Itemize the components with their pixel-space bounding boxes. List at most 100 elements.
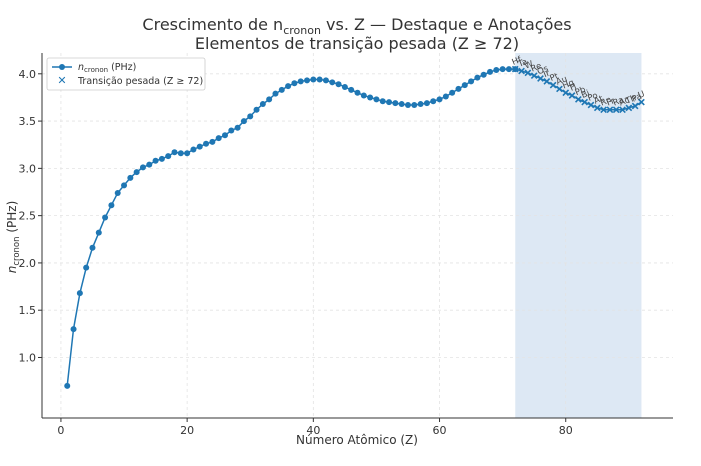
data-point (215, 135, 222, 142)
data-point (404, 102, 411, 109)
heavy-point (600, 106, 607, 114)
y-tick-label: 3.0 (19, 162, 37, 175)
heavy-point (556, 85, 563, 93)
data-point (348, 86, 355, 93)
data-point (146, 161, 153, 168)
legend-dot-swatch (59, 64, 65, 70)
heavy-point (537, 75, 544, 82)
data-point (285, 83, 292, 90)
heavy-point (562, 89, 570, 97)
legend-box (46, 57, 206, 91)
chart-title: Crescimento de ncronon vs. Z — Destaque … (142, 15, 571, 37)
data-point (474, 74, 481, 81)
element-label: U (637, 89, 647, 101)
data-point (341, 84, 348, 91)
x-axis-title: Número Atômico (Z) (296, 433, 418, 447)
element-label: Pa (631, 92, 644, 105)
data-point (480, 71, 487, 78)
data-point (417, 101, 424, 108)
data-point (95, 229, 102, 236)
data-point (89, 244, 96, 251)
data-point (190, 146, 197, 153)
data-point (203, 140, 210, 147)
element-label: Th (623, 93, 637, 107)
x-tick-label: 60 (433, 424, 447, 437)
y-tick-label: 2.0 (19, 257, 37, 270)
data-point (76, 290, 83, 297)
data-point (114, 189, 121, 196)
data-point (423, 100, 430, 107)
heavy-point (606, 106, 614, 114)
data-point (64, 382, 71, 389)
heavy-point (568, 92, 576, 99)
data-point (133, 169, 140, 176)
data-point (102, 214, 109, 221)
heavy-point (619, 106, 626, 114)
data-point (228, 127, 235, 134)
data-point (455, 85, 462, 92)
chart-subtitle: Elementos de transição pesada (Z ≥ 72) (195, 34, 519, 53)
legend-label-series: ncronon (PHz) (78, 62, 136, 74)
element-label: Re (530, 61, 544, 74)
heavy-point (511, 65, 519, 73)
heavy-point (638, 98, 645, 106)
heavy-point (574, 95, 582, 103)
data-point (291, 80, 298, 87)
data-point (83, 264, 90, 271)
data-point (322, 77, 329, 84)
data-point (272, 90, 279, 97)
heavy-point (581, 98, 589, 106)
element-label: Ra (612, 95, 626, 108)
data-point (121, 182, 128, 189)
data-point (247, 113, 254, 120)
data-point (398, 101, 405, 108)
y-axis-title: ncronon (PHz) (5, 201, 22, 274)
x-tick-label: 0 (57, 424, 64, 437)
element-label: Ac (618, 95, 632, 108)
data-point (234, 124, 241, 131)
data-point (278, 86, 285, 93)
data-point (468, 78, 475, 85)
legend: ncronon (PHz) ✕ Transição pesada (Z ≥ 72… (46, 57, 206, 91)
element-label: Os (536, 64, 551, 78)
data-point (165, 153, 172, 160)
data-point (386, 99, 393, 106)
data-point (171, 149, 178, 156)
data-point (108, 202, 115, 209)
element-label: Pb (574, 85, 588, 98)
data-point (70, 326, 77, 333)
data-point (329, 79, 336, 86)
legend-x-swatch: ✕ (57, 74, 66, 87)
data-point (240, 118, 247, 125)
data-point (367, 94, 374, 101)
data-point (360, 92, 367, 99)
y-tick-label: 3.5 (19, 115, 37, 128)
data-point (266, 96, 273, 103)
data-point (442, 93, 449, 100)
data-point (335, 81, 342, 88)
heavy-transition-points (511, 65, 645, 114)
element-label: At (593, 94, 606, 107)
data-point (221, 132, 228, 139)
data-point (259, 101, 266, 108)
element-label: Au (555, 74, 569, 87)
data-point (493, 67, 500, 74)
data-point (411, 102, 418, 109)
data-point (139, 164, 146, 171)
heavy-point (631, 102, 639, 110)
element-label: Fr (605, 96, 616, 108)
y-tick-label: 2.5 (19, 210, 37, 223)
y-tick-label: 1.5 (19, 304, 37, 317)
heavy-point (587, 101, 595, 109)
element-label: Ir (542, 68, 552, 80)
legend-label-heavy: Transição pesada (Z ≥ 72) (77, 76, 203, 87)
data-point (430, 98, 437, 105)
x-tick-label: 80 (559, 424, 573, 437)
y-tick-label: 1.0 (19, 351, 37, 364)
heavy-point (625, 104, 633, 112)
data-point (505, 66, 512, 73)
data-point (499, 66, 506, 73)
element-label: Ta (516, 57, 529, 70)
x-tick-label: 20 (180, 424, 194, 437)
